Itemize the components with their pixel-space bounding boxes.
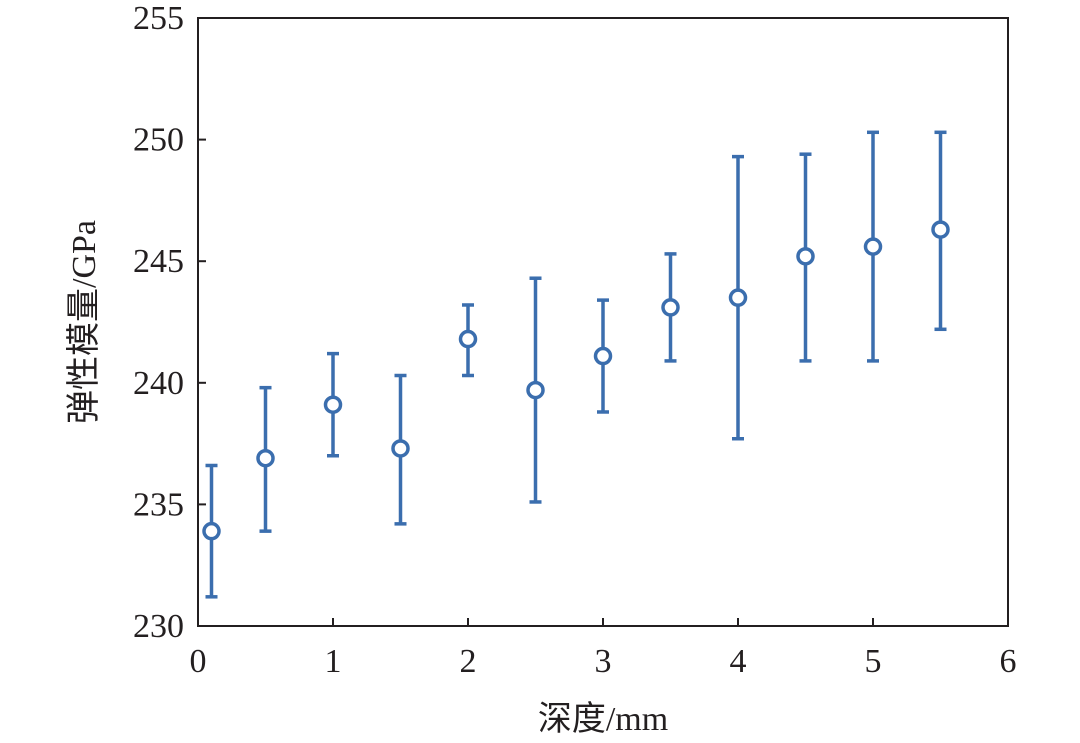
data-series [202,130,950,599]
y-axis-title: 弹性模量/GPa [65,220,103,424]
x-axis: 0 1 2 3 4 5 6 [190,618,1017,680]
x-tick-label: 0 [190,643,207,680]
y-tick-label: 240 [133,365,184,402]
data-point-marker [256,448,275,468]
x-tick-label: 1 [325,643,342,680]
y-axis: 230 235 240 245 250 255 [133,0,206,645]
x-tick-label: 5 [865,643,882,680]
data-point-group [593,298,613,414]
data-point-marker [526,380,545,400]
y-tick-label: 235 [133,486,184,523]
data-point-marker [863,237,883,256]
data-point-group [796,152,815,363]
x-tick-label: 3 [595,643,612,680]
data-point-group [202,463,221,599]
data-point-marker [391,439,410,458]
data-point-group [323,351,343,458]
data-point-marker [593,346,613,366]
data-point-group [661,252,680,363]
data-point-group [863,130,883,363]
data-point-group [256,385,275,533]
data-point-marker [661,298,680,317]
data-point-marker [728,288,748,307]
data-point-group [391,373,410,526]
x-axis-title: 深度/mm [538,700,668,738]
data-point-group [931,130,950,332]
x-tick-label: 2 [460,643,477,680]
x-tick-label: 6 [1000,643,1017,680]
data-point-marker [323,395,343,414]
data-point-marker [202,521,221,541]
y-tick-label: 245 [133,243,184,280]
data-point-marker [796,247,815,266]
data-point-marker [931,220,950,239]
x-tick-label: 4 [730,643,747,680]
data-point-group [728,154,748,441]
data-point-group [458,303,478,378]
y-tick-label: 230 [133,608,184,645]
y-tick-label: 250 [133,122,184,159]
data-point-marker [458,329,478,349]
y-tick-label: 255 [133,0,184,37]
data-point-group [526,276,545,504]
